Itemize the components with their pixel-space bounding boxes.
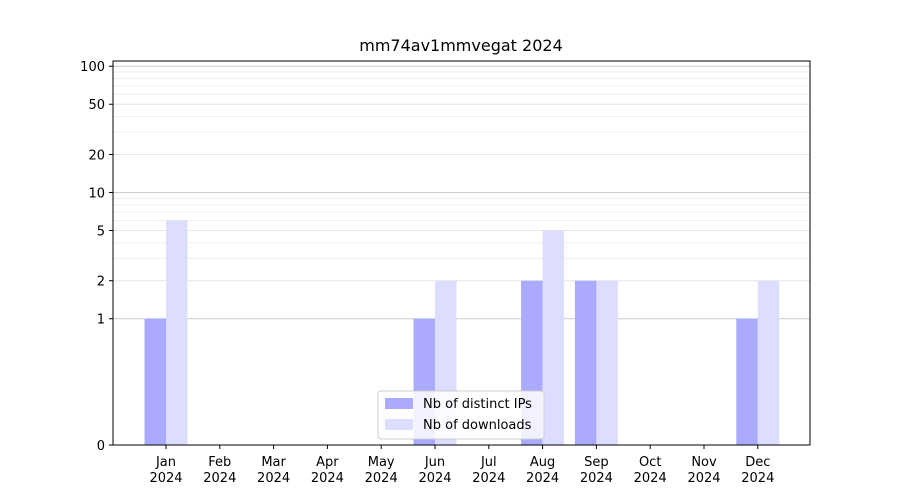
y-tick-label: 5 [97, 224, 105, 239]
x-tick-label: Mar 2024 [257, 455, 290, 486]
x-tick-label: Aug 2024 [526, 455, 559, 486]
legend-label: Nb of distinct IPs [423, 397, 532, 412]
bar-downloads [166, 220, 188, 445]
y-tick-label: 100 [80, 60, 105, 75]
bar-downloads [542, 230, 565, 445]
x-tick-label: Sep 2024 [580, 455, 613, 486]
chart-title: mm74av1mmvegat 2024 [359, 36, 563, 55]
x-tick-label: Jul 2024 [472, 455, 505, 486]
x-axis: Jan 2024 Feb 2024 Mar 2024 Apr 2024 May 2024 Jun 20… [149, 445, 774, 486]
x-tick-label: Apr 2024 [311, 455, 344, 486]
legend-label: Nb of downloads [423, 418, 532, 433]
x-tick-label: Dec 2024 [741, 455, 774, 486]
y-axis: 0 1 2 5 10 20 50 100 [80, 60, 113, 454]
y-tick-label: 2 [97, 275, 105, 290]
y-tick-label: 20 [88, 148, 105, 163]
bar-distinct-ips [574, 280, 597, 445]
bar-distinct-ips [736, 318, 758, 445]
plot-frame [112, 60, 811, 446]
legend: Nb of distinct IPs Nb of downloads [377, 390, 545, 440]
legend-swatch [385, 419, 413, 430]
bar-downloads [757, 280, 780, 445]
y-tick-label: 0 [97, 439, 105, 454]
y-tick-label: 10 [88, 186, 105, 201]
x-tick-label: Feb 2024 [203, 455, 236, 486]
x-tick-label: Jun 2024 [418, 455, 451, 486]
bar-distinct-ips [144, 318, 166, 445]
x-tick-label: Nov 2024 [687, 455, 720, 486]
x-tick-label: Oct 2024 [634, 455, 667, 486]
y-tick-label: 50 [88, 98, 105, 113]
bar-downloads [596, 280, 618, 445]
legend-swatch [385, 398, 413, 409]
x-tick-label: Jan 2024 [149, 455, 182, 486]
y-tick-label: 1 [97, 313, 105, 328]
x-tick-label: May 2024 [365, 455, 398, 486]
grid [113, 65, 810, 446]
legend-box [377, 390, 545, 440]
